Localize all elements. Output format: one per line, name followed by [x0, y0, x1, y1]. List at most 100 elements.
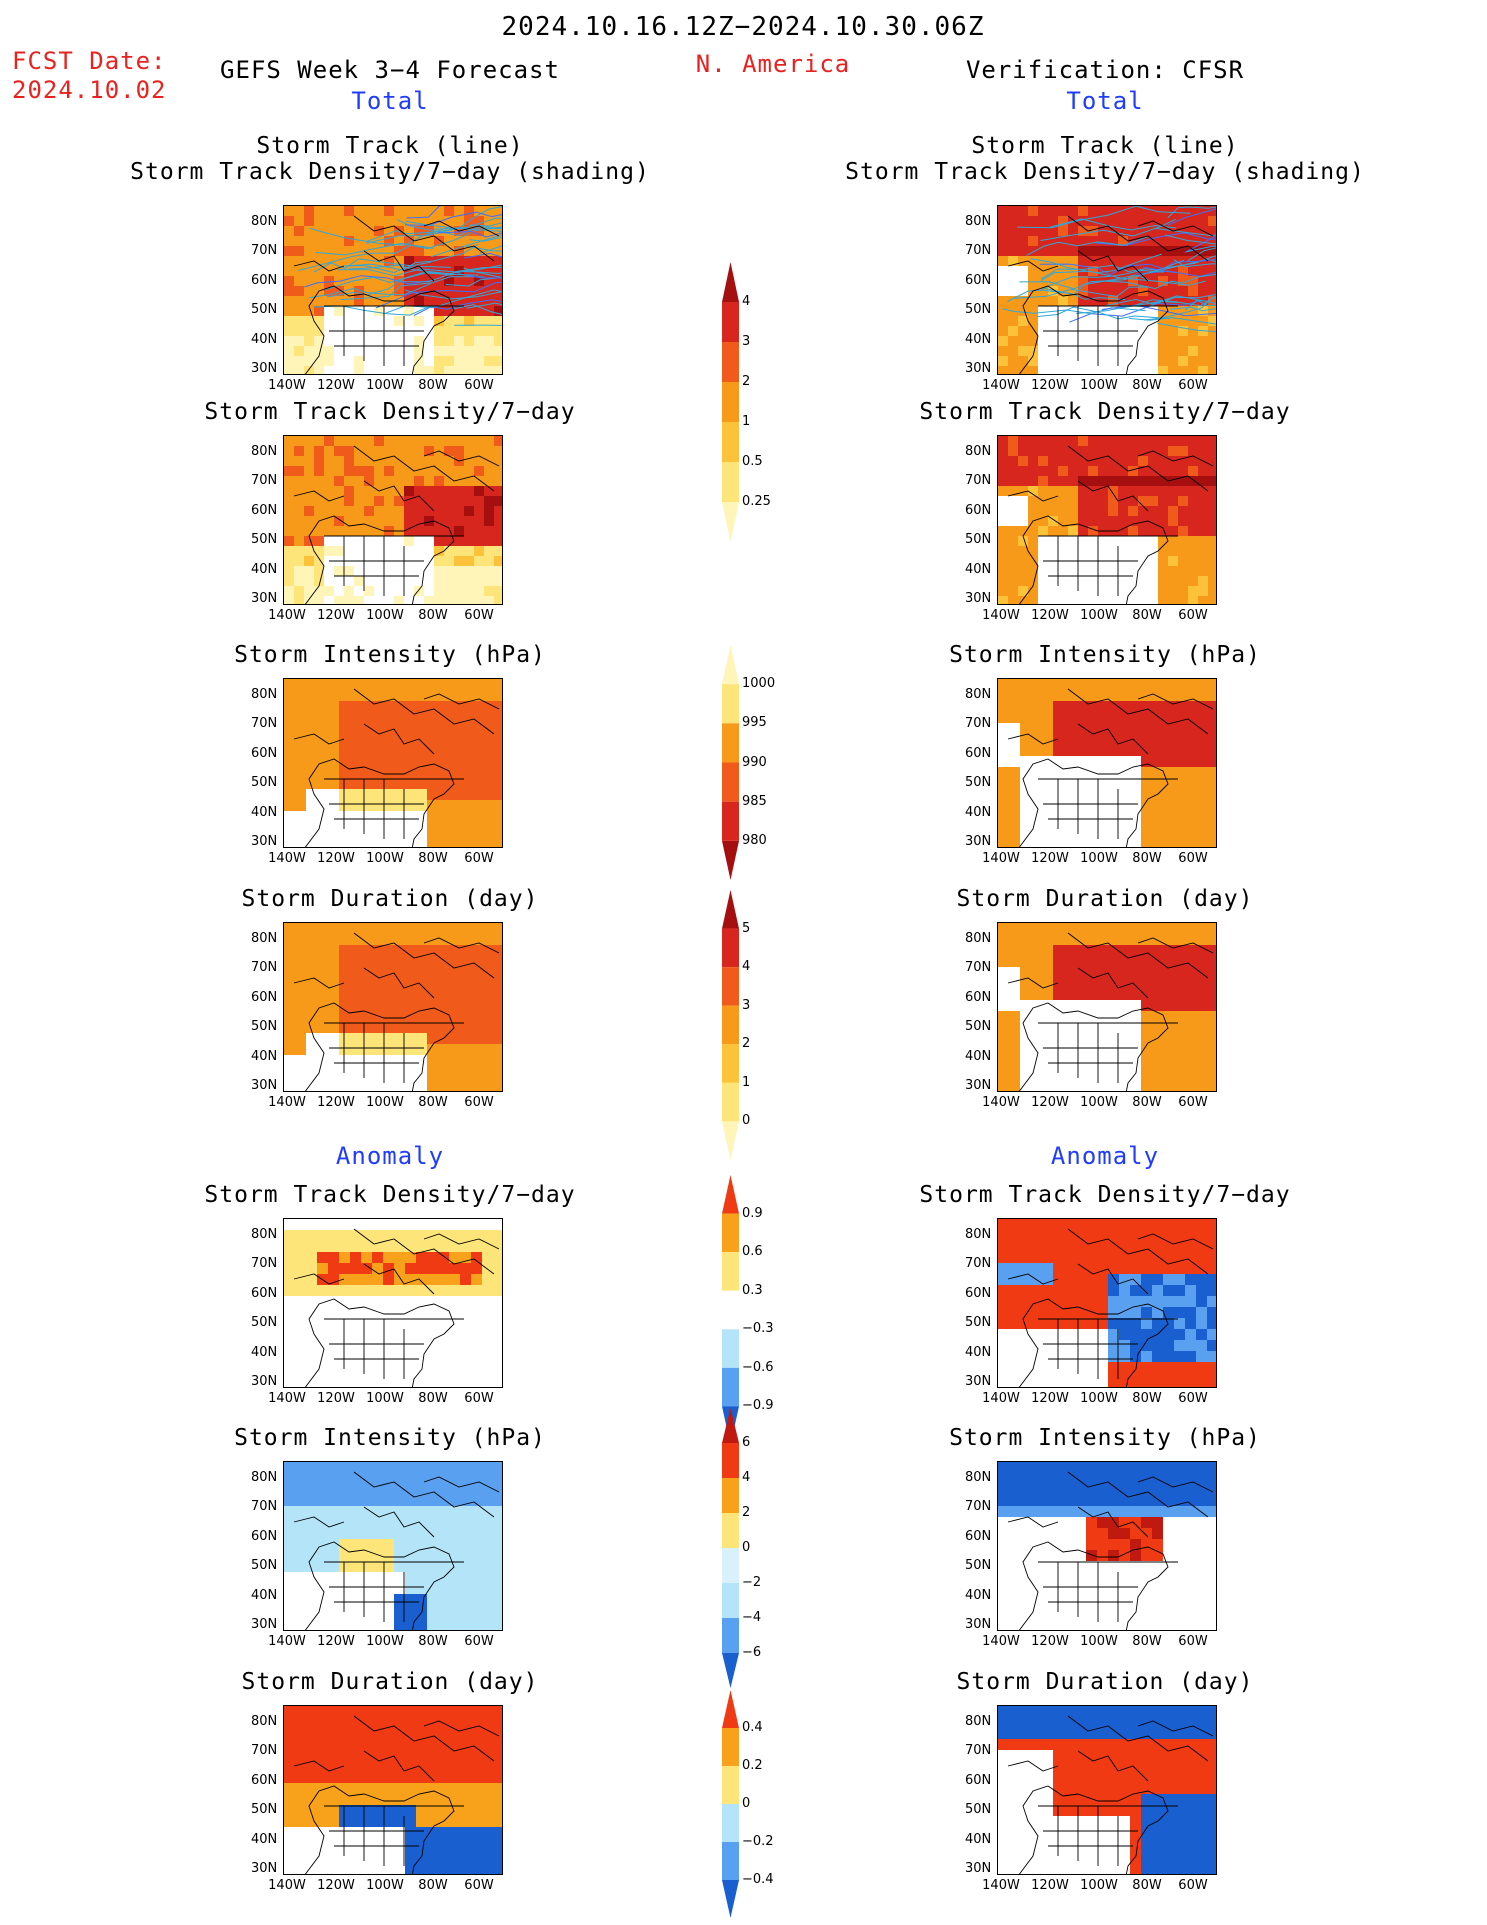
field-cell	[416, 1528, 428, 1540]
field-cell	[350, 1594, 362, 1606]
field-cell	[1088, 286, 1099, 297]
field-cell	[1174, 1318, 1186, 1330]
field-cell	[1078, 236, 1089, 247]
field-cell	[361, 1706, 373, 1718]
field-cell	[474, 306, 485, 317]
field-cell	[1108, 456, 1119, 467]
lat-tick-label: 70N	[251, 1743, 278, 1758]
field-cell	[1020, 1296, 1032, 1308]
field-cell	[1130, 1506, 1142, 1518]
field-cell	[998, 1462, 1010, 1474]
field-cell	[424, 366, 435, 374]
field-cell	[394, 1572, 406, 1584]
field-cell	[1168, 536, 1179, 547]
field-cell	[364, 576, 375, 587]
field-cell	[405, 1307, 417, 1319]
field-cell	[474, 246, 485, 257]
field-cell	[324, 506, 335, 517]
field-cell	[427, 1550, 439, 1562]
field-cell	[427, 1340, 439, 1352]
field-cell	[1207, 1362, 1216, 1374]
field-cell	[284, 1285, 296, 1297]
field-cell	[284, 822, 296, 834]
field-cell	[364, 256, 375, 267]
field-cell	[454, 476, 465, 487]
field-cell	[1130, 1044, 1142, 1056]
field-cell	[1020, 989, 1032, 1001]
field-cell	[1053, 1033, 1065, 1045]
field-cell	[1064, 1728, 1076, 1740]
field-cell	[317, 1871, 329, 1874]
field-cell	[306, 1495, 318, 1507]
field-cell	[1198, 216, 1209, 227]
field-cell	[1128, 476, 1139, 487]
field-cell	[1028, 446, 1039, 457]
field-cell	[438, 1827, 450, 1839]
field-cell	[1078, 306, 1089, 317]
field-cell	[998, 811, 1010, 823]
field-cell	[372, 1794, 384, 1806]
field-cell	[474, 266, 485, 277]
field-cell	[1163, 1000, 1175, 1012]
field-cell	[424, 466, 435, 477]
field-cell	[494, 266, 502, 277]
field-cell	[361, 1462, 373, 1474]
field-cell	[1075, 1827, 1087, 1839]
field-cell	[284, 486, 295, 497]
field-cell	[1188, 266, 1199, 277]
field-cell	[1158, 446, 1169, 457]
field-cell	[1141, 1572, 1153, 1584]
field-cell	[438, 745, 450, 757]
field-cell	[484, 466, 495, 477]
field-cell	[339, 1077, 351, 1089]
map-boundary	[1018, 285, 1169, 374]
field-cell	[438, 1772, 450, 1784]
field-cell	[464, 366, 475, 374]
field-cell	[998, 216, 1009, 227]
field-cell	[394, 1860, 406, 1872]
field-cell	[383, 945, 395, 957]
field-cell	[383, 1362, 395, 1374]
field-cell	[474, 276, 485, 287]
field-cell	[317, 1816, 329, 1828]
field-cell	[306, 778, 318, 790]
field-cell	[1141, 723, 1153, 735]
field-cell	[1119, 1616, 1131, 1628]
field-cell	[1098, 356, 1109, 367]
field-cell	[350, 1827, 362, 1839]
field-cell	[1108, 336, 1119, 347]
field-cell	[1141, 734, 1153, 746]
field-cell	[1188, 556, 1199, 567]
field-cell	[1207, 1717, 1216, 1729]
field-cell	[1008, 586, 1019, 597]
map-boundary	[423, 220, 500, 237]
field-cell	[364, 436, 375, 447]
field-cell	[1119, 1033, 1131, 1045]
field-cell	[1086, 1805, 1098, 1817]
field-cell	[1188, 536, 1199, 547]
field-cell	[1168, 476, 1179, 487]
field-cell	[1163, 1077, 1175, 1089]
field-cell	[1097, 1616, 1109, 1628]
field-cell	[449, 1285, 461, 1297]
field-cell	[471, 1077, 483, 1089]
field-cell	[1163, 1706, 1175, 1718]
field-cell	[1048, 296, 1059, 307]
field-cell	[1031, 1605, 1043, 1617]
field-cell	[1064, 1783, 1076, 1795]
field-cell	[372, 1274, 384, 1286]
field-cell	[1174, 1517, 1186, 1529]
field-cell	[1138, 286, 1149, 297]
field-cell	[1185, 1285, 1197, 1297]
field-cell	[493, 1241, 502, 1253]
field-cell	[1088, 216, 1099, 227]
map-boundary	[293, 1516, 345, 1528]
field-cell	[334, 256, 345, 267]
field-cell	[460, 844, 472, 847]
field-cell	[1178, 526, 1189, 537]
field-cell	[405, 1517, 417, 1529]
field-cell	[404, 466, 415, 477]
field-cell	[295, 1285, 307, 1297]
field-cell	[328, 1230, 340, 1242]
field-cell	[454, 526, 465, 537]
